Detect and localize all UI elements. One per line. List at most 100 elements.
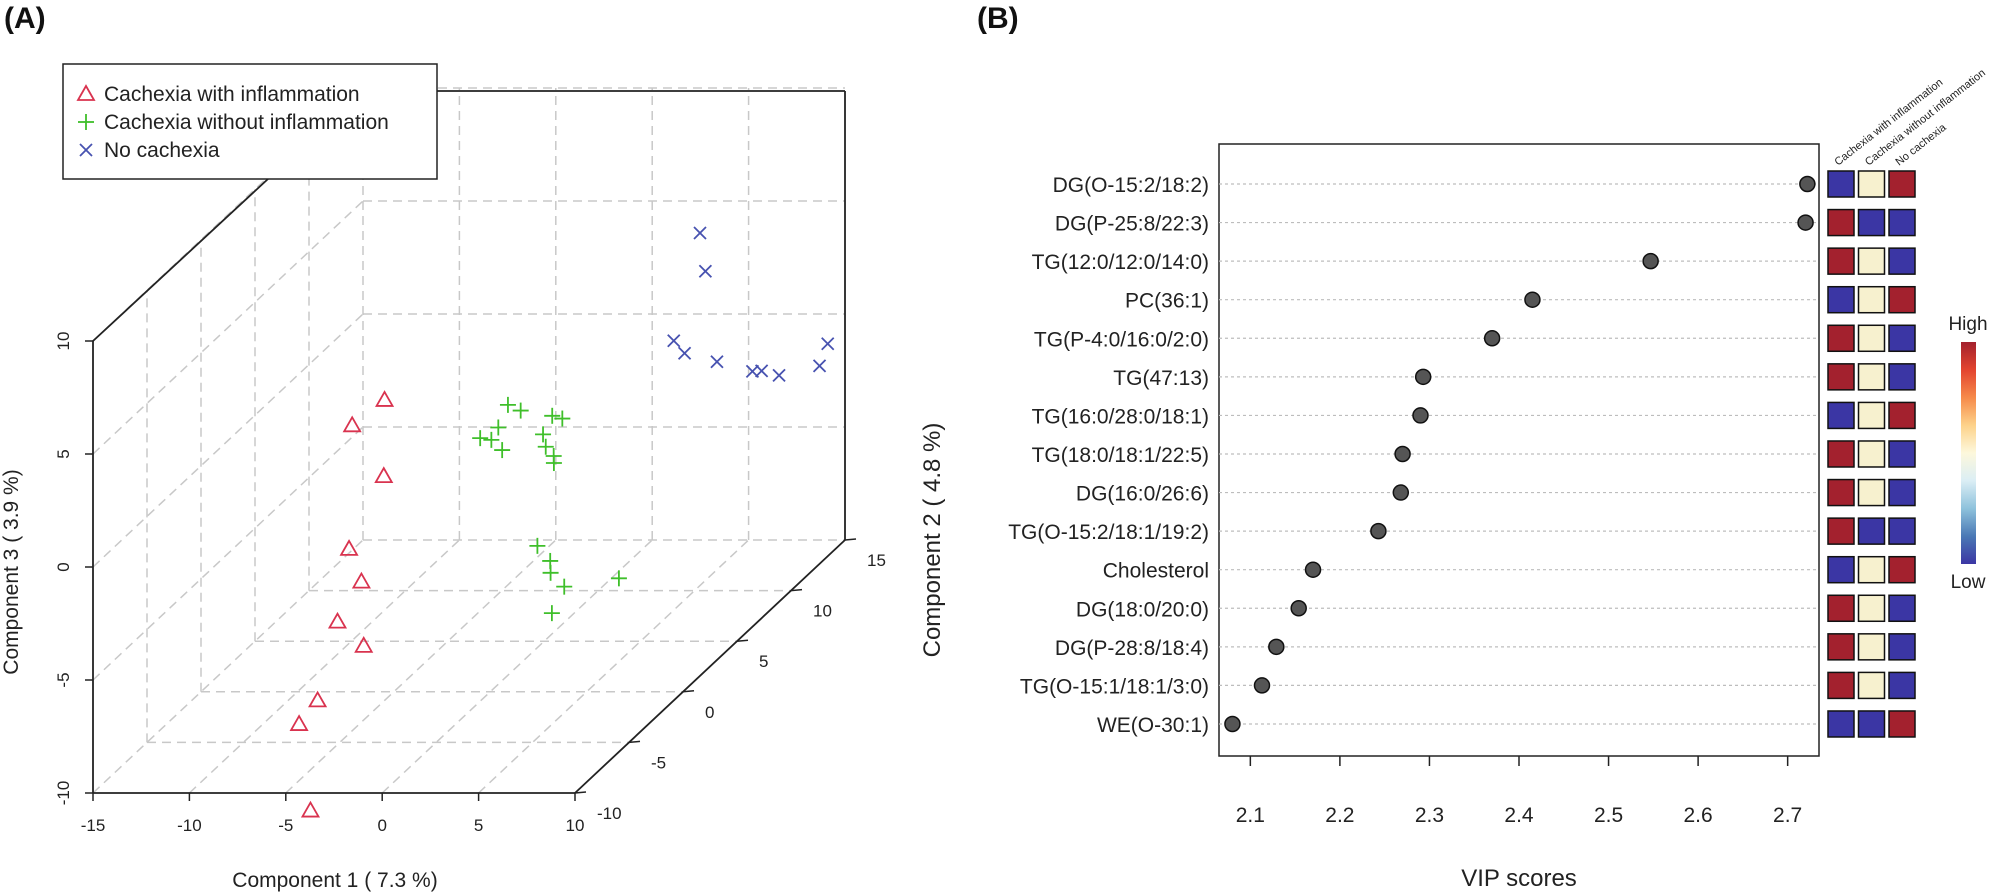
vip-point [1642,252,1659,270]
vip-point [1414,368,1432,386]
legend-label: No cachexia [104,139,220,162]
panel-b-label: (B) [977,2,1019,35]
x-tick-label: -15 [81,816,106,835]
heatmap-cell [1888,478,1916,507]
vip-row-label: TG(O-15:1/18:1/3:0) [1020,675,1209,698]
heatmap-cell [1857,555,1886,584]
heatmap-cell [1827,594,1855,623]
depth-tick-label: 5 [759,652,768,671]
x-tick-label: 0 [377,816,386,835]
data-point-triangle [339,539,359,556]
depth-tick-label: 0 [705,703,714,722]
heatmap-cell [1827,401,1855,430]
heatmap-cell [1827,440,1855,468]
heatmap-cell [1857,594,1886,623]
heatmap-cell [1827,671,1855,700]
data-point-x [667,334,681,348]
heatmap-cell [1827,363,1855,391]
data-point-plus [554,410,571,427]
data-point-plus [494,442,511,459]
legend-marker-triangle [76,84,96,101]
vip-row-label: DG(P-25:8/22:3) [1055,213,1209,236]
heatmap-cell [1827,247,1855,275]
data-point-triangle [327,611,348,629]
data-point-triangle [308,690,328,708]
vip-point [1524,291,1541,308]
heatmap-cell [1888,247,1916,275]
panel-a-data-points [289,226,835,818]
depth-tick-mark [628,740,641,744]
y-tick-label: -5 [54,672,73,687]
vip-row-label: DG(18:0/20:0) [1076,598,1209,621]
heatmap-cell [1888,208,1916,237]
data-point-x [812,359,827,373]
heatmap-cell [1888,671,1916,700]
depth-tick-mark [790,588,803,592]
legend-items: Cachexia with inflammation Cachexia witho… [76,83,389,162]
vip-x-tick-label: 2.4 [1504,804,1534,827]
x-tick-label: -5 [278,816,293,835]
heatmap-cell [1857,208,1886,237]
depth-tick-label: -5 [651,753,666,772]
heatmap-cell [1857,440,1886,468]
y-tick-label: -10 [54,781,73,806]
heatmap-cell [1827,633,1855,661]
depth-axis-line [574,539,846,794]
heatmap-cell [1857,285,1886,314]
color-scale-low-label: Low [1951,572,1986,593]
heatmap-cell [1857,363,1886,391]
vip-x-ticks: 2.1 2.2 2.3 2.4 2.5 2.6 2.7 [1236,756,1802,827]
vip-y-axis-title: Component 2 ( 4.8 %) [919,423,946,658]
data-point-plus [545,455,562,472]
panel-a: (A) -15 -10 -5 0 5 10 -10 -5 0 5 10 -10 -5 0 5 10 15 C… [0,2,886,892]
heatmap [1827,170,1916,738]
left-wall-gridline [92,313,364,568]
heatmap-cell [1888,517,1916,545]
vip-row-label: TG(O-15:2/18:1/19:2) [1008,521,1209,544]
data-point-plus [610,570,627,587]
heatmap-cell [1857,170,1886,198]
data-point-triangle [289,714,309,731]
data-point-x [754,364,769,378]
panel-b: (B) DG(O-15:2/18:2) DG(P-25:8/22:3) TG(12:… [919,2,1988,892]
y-axis-ticks: -10 -5 0 5 10 [54,332,93,806]
data-point-x [677,346,692,360]
data-point-triangle [342,415,362,433]
heatmap-column-label: Cachexia without inflammation [1863,67,1988,168]
vip-point [1797,214,1814,231]
heatmap-cell [1888,401,1916,430]
depth-tick-label: 10 [813,602,832,621]
data-point-plus [544,407,561,424]
left-wall-gridline [92,426,364,681]
depth-tick-mark [844,538,857,541]
vip-row-label: WE(O-30:1) [1097,714,1209,737]
data-point-plus [556,578,573,595]
color-scale-bar [1961,342,1976,564]
x-tick-label: -10 [177,816,202,835]
legend-marker-x [79,143,93,157]
vip-x-tick-label: 2.5 [1594,804,1623,827]
vip-point [1290,600,1307,617]
data-point-plus [542,564,559,581]
heatmap-cell [1857,324,1886,353]
heatmap-cell [1857,517,1886,545]
heatmap-cell [1827,285,1855,314]
vip-point [1370,522,1387,540]
data-point-x [698,264,713,278]
heatmap-cell [1827,208,1855,237]
depth-tick-label: 15 [867,551,886,570]
heatmap-cell [1857,478,1886,507]
heatmap-cell [1888,555,1916,584]
data-point-plus [543,605,560,622]
data-point-plus [499,396,516,413]
vip-x-tick-label: 2.1 [1236,804,1265,827]
color-scale-high-label: High [1948,314,1987,335]
heatmap-cell [1827,710,1855,738]
data-point-triangle [354,636,374,653]
depth-tick-mark [736,639,749,642]
vip-row-label: Cholesterol [1103,560,1209,583]
heatmap-cell [1888,710,1916,738]
panel-a-gridlines [92,87,845,794]
vip-point [1392,484,1410,501]
